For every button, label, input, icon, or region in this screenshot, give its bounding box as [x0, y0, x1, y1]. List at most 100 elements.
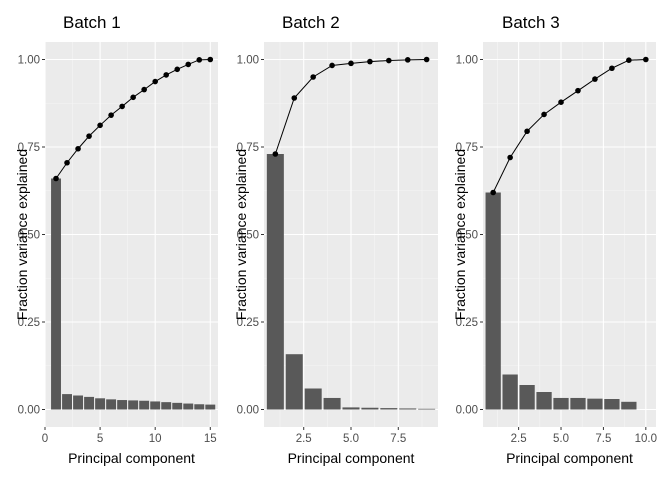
- variance-bar: [106, 399, 117, 410]
- x-tick-label: 0: [42, 433, 48, 445]
- y-tick-label: 0.25: [237, 317, 259, 329]
- cumulative-point: [174, 66, 181, 73]
- cumulative-point: [609, 65, 615, 72]
- variance-bar: [62, 394, 72, 410]
- cumulative-point: [207, 56, 214, 63]
- x-tick-label: 5.0: [343, 433, 359, 445]
- variance-bar: [285, 354, 303, 410]
- x-tick-label: 5.0: [553, 433, 569, 445]
- variance-bar: [570, 397, 586, 410]
- cumulative-point: [130, 94, 136, 101]
- variance-bar: [95, 398, 106, 410]
- cumulative-point: [386, 57, 392, 64]
- y-tick-label: 0.50: [237, 230, 259, 242]
- variance-bar: [361, 407, 379, 410]
- cumulative-point: [367, 58, 373, 65]
- cumulative-point: [423, 56, 430, 63]
- variance-bar: [194, 404, 205, 410]
- cumulative-point: [404, 57, 411, 63]
- chart-batch-1: Batch 1 0.00 0.25 0.50 0.75 1.00 0 5 10 15 Princip…: [14, 13, 218, 466]
- variance-bar: [485, 192, 501, 410]
- cumulative-point: [108, 112, 114, 118]
- cumulative-point: [291, 95, 298, 101]
- x-tick-label: 5: [97, 433, 103, 445]
- cumulative-point: [64, 159, 70, 166]
- variance-bar: [418, 408, 436, 410]
- y-tick-label: 0.75: [18, 142, 40, 154]
- variance-bar: [553, 397, 569, 410]
- variance-bar: [519, 385, 535, 410]
- variance-bar: [304, 388, 322, 410]
- cumulative-point: [490, 189, 496, 196]
- variance-bar: [621, 401, 637, 410]
- cumulative-point: [524, 128, 530, 135]
- x-tick-label: 10.0: [635, 433, 657, 445]
- variance-bar: [183, 403, 194, 410]
- y-tick-label: 0.25: [18, 317, 40, 329]
- x-tick-label: 10: [149, 433, 162, 445]
- y-axis-label: Fraction variance explained: [14, 149, 30, 320]
- y-tick-label: 1.00: [237, 55, 259, 67]
- variance-bar: [161, 402, 172, 410]
- variance-bar: [128, 400, 139, 410]
- y-tick-label: 1.00: [18, 55, 40, 67]
- x-axis-label: Principal component: [506, 450, 633, 466]
- y-tick-label: 0.50: [456, 230, 478, 242]
- cumulative-point: [141, 86, 147, 93]
- y-axis-label: Fraction variance explained: [452, 149, 468, 320]
- cumulative-line: [492, 59, 646, 193]
- cumulative-point: [507, 154, 513, 161]
- cumulative-point: [541, 111, 547, 118]
- variance-bar: [172, 402, 183, 410]
- variance-bar: [266, 154, 284, 410]
- cumulative-point: [119, 103, 125, 110]
- cumulative-point: [196, 57, 203, 63]
- x-tick-label: 7.5: [390, 433, 406, 445]
- variance-bar: [139, 400, 150, 410]
- variance-bar: [380, 408, 398, 410]
- y-tick-label: 0.50: [18, 230, 40, 242]
- variance-bar: [536, 392, 552, 410]
- variance-bar: [587, 398, 603, 410]
- chart-title: Batch 2: [282, 13, 340, 32]
- variance-bar: [342, 407, 360, 410]
- variance-bar: [604, 399, 620, 410]
- chart-batch-2: Batch 2 0.00 0.25 0.50 0.75 1.00 2.5 5.0 7.5 Prin…: [233, 13, 438, 466]
- cumulative-point: [53, 175, 59, 182]
- cumulative-point: [163, 72, 170, 78]
- variance-bar: [399, 408, 417, 410]
- cumulative-point: [152, 78, 158, 85]
- y-tick-label: 0.00: [18, 405, 40, 417]
- chart-batch-3: Batch 3 0.00 0.25 0.50 0.75 1.00 2.5 5.0 7.5 10.0…: [452, 13, 657, 466]
- y-tick-label: 0.75: [456, 142, 478, 154]
- x-tick-label: 2.5: [296, 433, 312, 445]
- chart-title: Batch 3: [502, 13, 560, 32]
- cumulative-point: [185, 61, 192, 68]
- cumulative-point: [329, 62, 335, 69]
- variance-bar: [502, 374, 518, 410]
- cumulative-point: [558, 99, 564, 105]
- y-axis-label: Fraction variance explained: [233, 149, 249, 320]
- variance-bar: [84, 396, 95, 410]
- cumulative-point: [86, 133, 92, 139]
- chart-title: Batch 1: [63, 13, 121, 32]
- cumulative-point: [272, 151, 279, 157]
- cumulative-point: [348, 60, 354, 67]
- x-tick-label: 2.5: [511, 433, 527, 445]
- variance-bar: [117, 400, 128, 410]
- variance-bar: [323, 397, 341, 410]
- cumulative-point: [643, 56, 649, 63]
- x-axis-label: Principal component: [288, 450, 415, 466]
- y-tick-label: 1.00: [456, 55, 478, 67]
- y-tick-label: 0.00: [456, 405, 478, 417]
- variance-bar: [51, 178, 61, 410]
- variance-bar: [73, 395, 84, 410]
- y-tick-label: 0.25: [456, 317, 478, 329]
- cumulative-point: [97, 122, 103, 129]
- cumulative-point: [626, 57, 632, 63]
- x-tick-label: 15: [204, 433, 217, 445]
- variance-bar: [205, 404, 216, 410]
- cumulative-point: [592, 76, 598, 82]
- x-tick-label: 7.5: [595, 433, 611, 445]
